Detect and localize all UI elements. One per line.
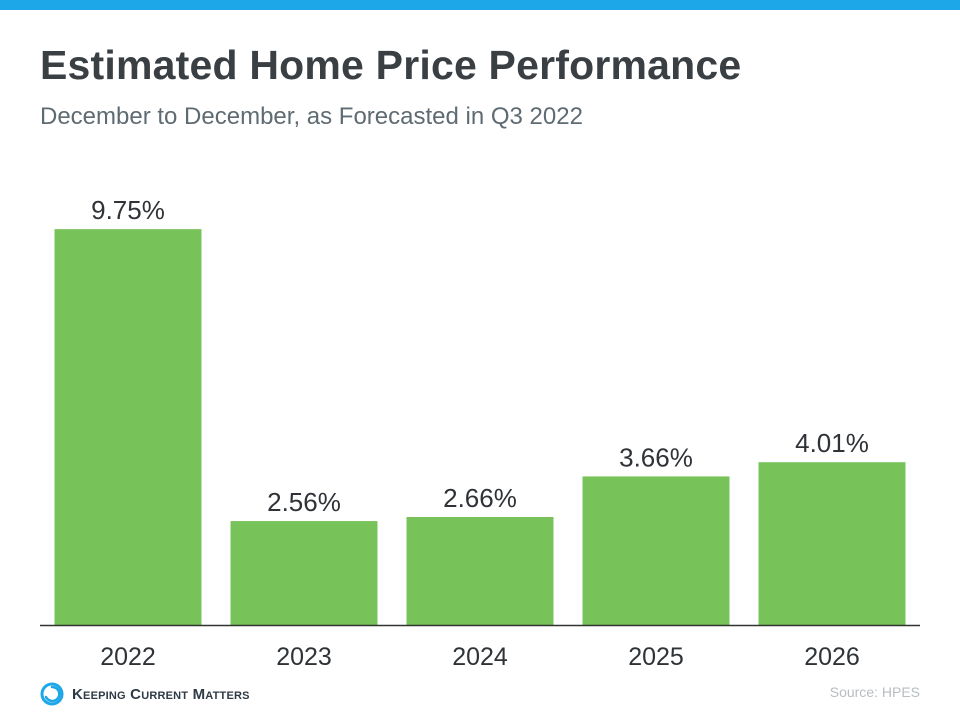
category-label-2025: 2025: [628, 643, 684, 671]
brand-logo: Keeping Current Matters: [40, 680, 250, 708]
kcm-swirl-icon: [40, 682, 64, 706]
bars-group: [54, 229, 906, 625]
bar-2025: [582, 476, 730, 625]
chart-subtitle: December to December, as Forecasted in Q…: [40, 103, 583, 130]
brand-name: Keeping Current Matters: [72, 685, 250, 703]
bar-2026: [758, 462, 906, 625]
top-accent-bar: [0, 0, 960, 10]
bar-2022: [54, 229, 202, 625]
category-label-2023: 2023: [276, 643, 332, 671]
data-label-2025: 3.66%: [619, 442, 693, 472]
chart-title: Estimated Home Price Performance: [40, 42, 742, 88]
category-label-2026: 2026: [804, 643, 860, 671]
labels-group: 9.75% 2022 2.56% 2023 2.66% 2024 3.66% 2025 4.01…: [91, 195, 869, 671]
category-label-2024: 2024: [452, 643, 508, 671]
source-note: Source: HPES: [829, 684, 920, 700]
bar-2023: [230, 521, 378, 625]
bar-2024: [406, 517, 554, 625]
data-label-2022: 9.75%: [91, 195, 165, 225]
data-label-2023: 2.56%: [267, 487, 341, 517]
data-label-2026: 4.01%: [795, 428, 869, 458]
data-label-2024: 2.66%: [443, 483, 517, 513]
category-label-2022: 2022: [100, 643, 156, 671]
